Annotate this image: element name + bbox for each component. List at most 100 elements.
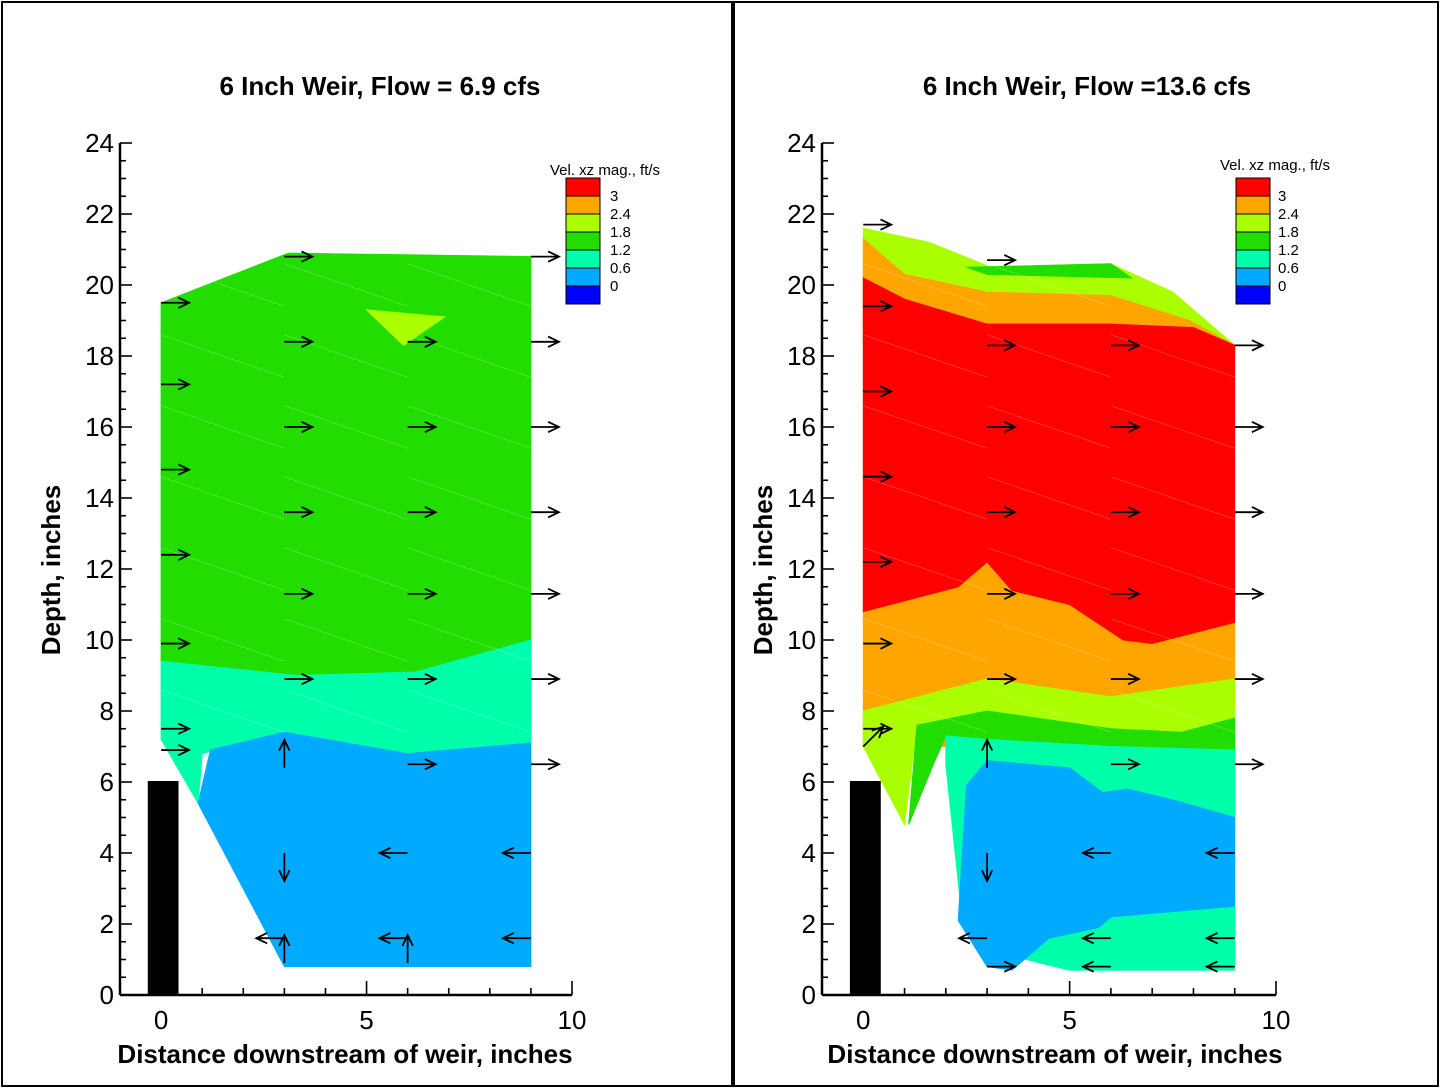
- velocity-vector: [987, 339, 1018, 352]
- y-tick-label: 12: [85, 554, 114, 584]
- contour-region-1.8-2.4: [365, 309, 447, 346]
- velocity-vector: [407, 335, 438, 348]
- mesh-line: [863, 263, 988, 307]
- velocity-vector: [284, 250, 315, 263]
- contour-region-1.8-2.4: [862, 724, 918, 827]
- mesh-line: [284, 689, 408, 733]
- mesh-line: [160, 618, 285, 662]
- mesh-line: [407, 547, 532, 591]
- mesh-line: [407, 689, 532, 733]
- y-tick-label: 2: [100, 909, 114, 939]
- velocity-vector: [500, 846, 531, 860]
- mesh-line: [863, 476, 988, 520]
- velocity-vector: [1234, 587, 1265, 600]
- y-tick-label: 24: [85, 128, 114, 158]
- mesh-line: [863, 547, 988, 591]
- mesh-line: [407, 263, 532, 307]
- velocity-vector: [161, 378, 192, 391]
- velocity-vector: [1234, 673, 1265, 686]
- mesh-line: [1110, 263, 1235, 307]
- velocity-vector: [161, 548, 192, 561]
- velocity-vector: [1204, 846, 1235, 860]
- velocity-vector: [284, 506, 315, 519]
- mesh-line: [986, 263, 1112, 307]
- velocity-vector: [161, 722, 192, 735]
- velocity-vector: [1234, 420, 1265, 434]
- mesh-line: [863, 405, 988, 449]
- mesh-line: [160, 476, 285, 520]
- velocity-vector: [987, 506, 1018, 519]
- mesh-line: [1110, 476, 1235, 520]
- velocity-vector: [530, 335, 561, 348]
- velocity-vector: [987, 254, 1018, 267]
- velocity-vector: [981, 737, 994, 768]
- y-tick-label: 4: [100, 838, 114, 868]
- velocity-vector: [863, 300, 894, 313]
- velocity-vector: [1110, 587, 1141, 600]
- velocity-vectors: [161, 250, 561, 964]
- y-tick-label: 18: [787, 341, 816, 371]
- legend: Vel. xz mag., ft/s 32.41.81.20.60: [550, 162, 660, 305]
- y-tick-label: 10: [787, 625, 816, 655]
- y-tick-label: 20: [85, 270, 114, 300]
- legend-level-label: 3: [610, 188, 618, 205]
- mesh-line: [863, 334, 988, 378]
- mesh-line: [284, 476, 408, 520]
- y-axis-label: Depth, inches: [748, 485, 778, 655]
- mesh-line: [407, 405, 532, 449]
- x-tick-label: 10: [558, 1005, 587, 1035]
- velocity-vector: [862, 725, 885, 748]
- velocity-vector: [1204, 932, 1235, 945]
- legend-swatch: [565, 177, 601, 197]
- legend-level-label: 0.6: [1278, 260, 1299, 277]
- velocity-vector: [1110, 506, 1141, 519]
- contour-region-3+: [862, 277, 1236, 645]
- velocity-vector: [987, 673, 1018, 686]
- x-tick-label: 0: [856, 1005, 870, 1035]
- y-tick-label: 22: [787, 199, 816, 229]
- velocity-vector: [278, 737, 291, 768]
- velocity-vector: [1110, 673, 1141, 686]
- y-tick-label: 18: [85, 341, 114, 371]
- legend-swatch: [565, 213, 601, 233]
- contour-region-0-0.6: [957, 760, 1236, 971]
- velocity-vector: [284, 587, 315, 600]
- legend-level-label: 1.8: [1278, 224, 1299, 241]
- velocity-vector: [1234, 339, 1265, 352]
- mesh-line: [986, 689, 1112, 733]
- velocity-vector: [278, 853, 291, 884]
- y-tick-label: 0: [100, 980, 114, 1010]
- velocity-vector: [407, 673, 438, 686]
- y-tick-label: 22: [85, 199, 114, 229]
- weir-block: [147, 781, 179, 996]
- velocity-vector: [284, 335, 315, 348]
- mesh-line: [986, 405, 1112, 449]
- legend-level-label: 3: [1278, 188, 1286, 205]
- x-tick-label: 5: [1062, 1005, 1076, 1035]
- legend-swatch: [1235, 213, 1271, 233]
- velocity-vector: [863, 385, 894, 398]
- velocity-vector: [987, 420, 1018, 434]
- velocity-vector: [278, 932, 291, 964]
- mesh-line: [1110, 547, 1235, 591]
- velocity-vector: [1110, 758, 1141, 771]
- contour-region-1.2-1.8: [966, 263, 1134, 279]
- velocity-vector: [1234, 506, 1265, 519]
- legend-swatch: [565, 231, 601, 251]
- y-tick-label: 0: [802, 980, 816, 1010]
- legend-swatch: [1235, 249, 1271, 269]
- mesh-line: [863, 618, 988, 662]
- mesh-line: [407, 476, 532, 520]
- legend-level-label: 2.4: [1278, 206, 1299, 223]
- legend-level-label: 0: [1278, 278, 1286, 295]
- velocity-vector: [863, 470, 894, 483]
- legend-swatch: [1235, 231, 1271, 251]
- velocity-vector: [530, 420, 561, 434]
- velocity-vector: [161, 744, 192, 757]
- velocity-vector: [530, 758, 561, 771]
- y-tick-label: 6: [802, 767, 816, 797]
- y-tick-label: 12: [787, 554, 816, 584]
